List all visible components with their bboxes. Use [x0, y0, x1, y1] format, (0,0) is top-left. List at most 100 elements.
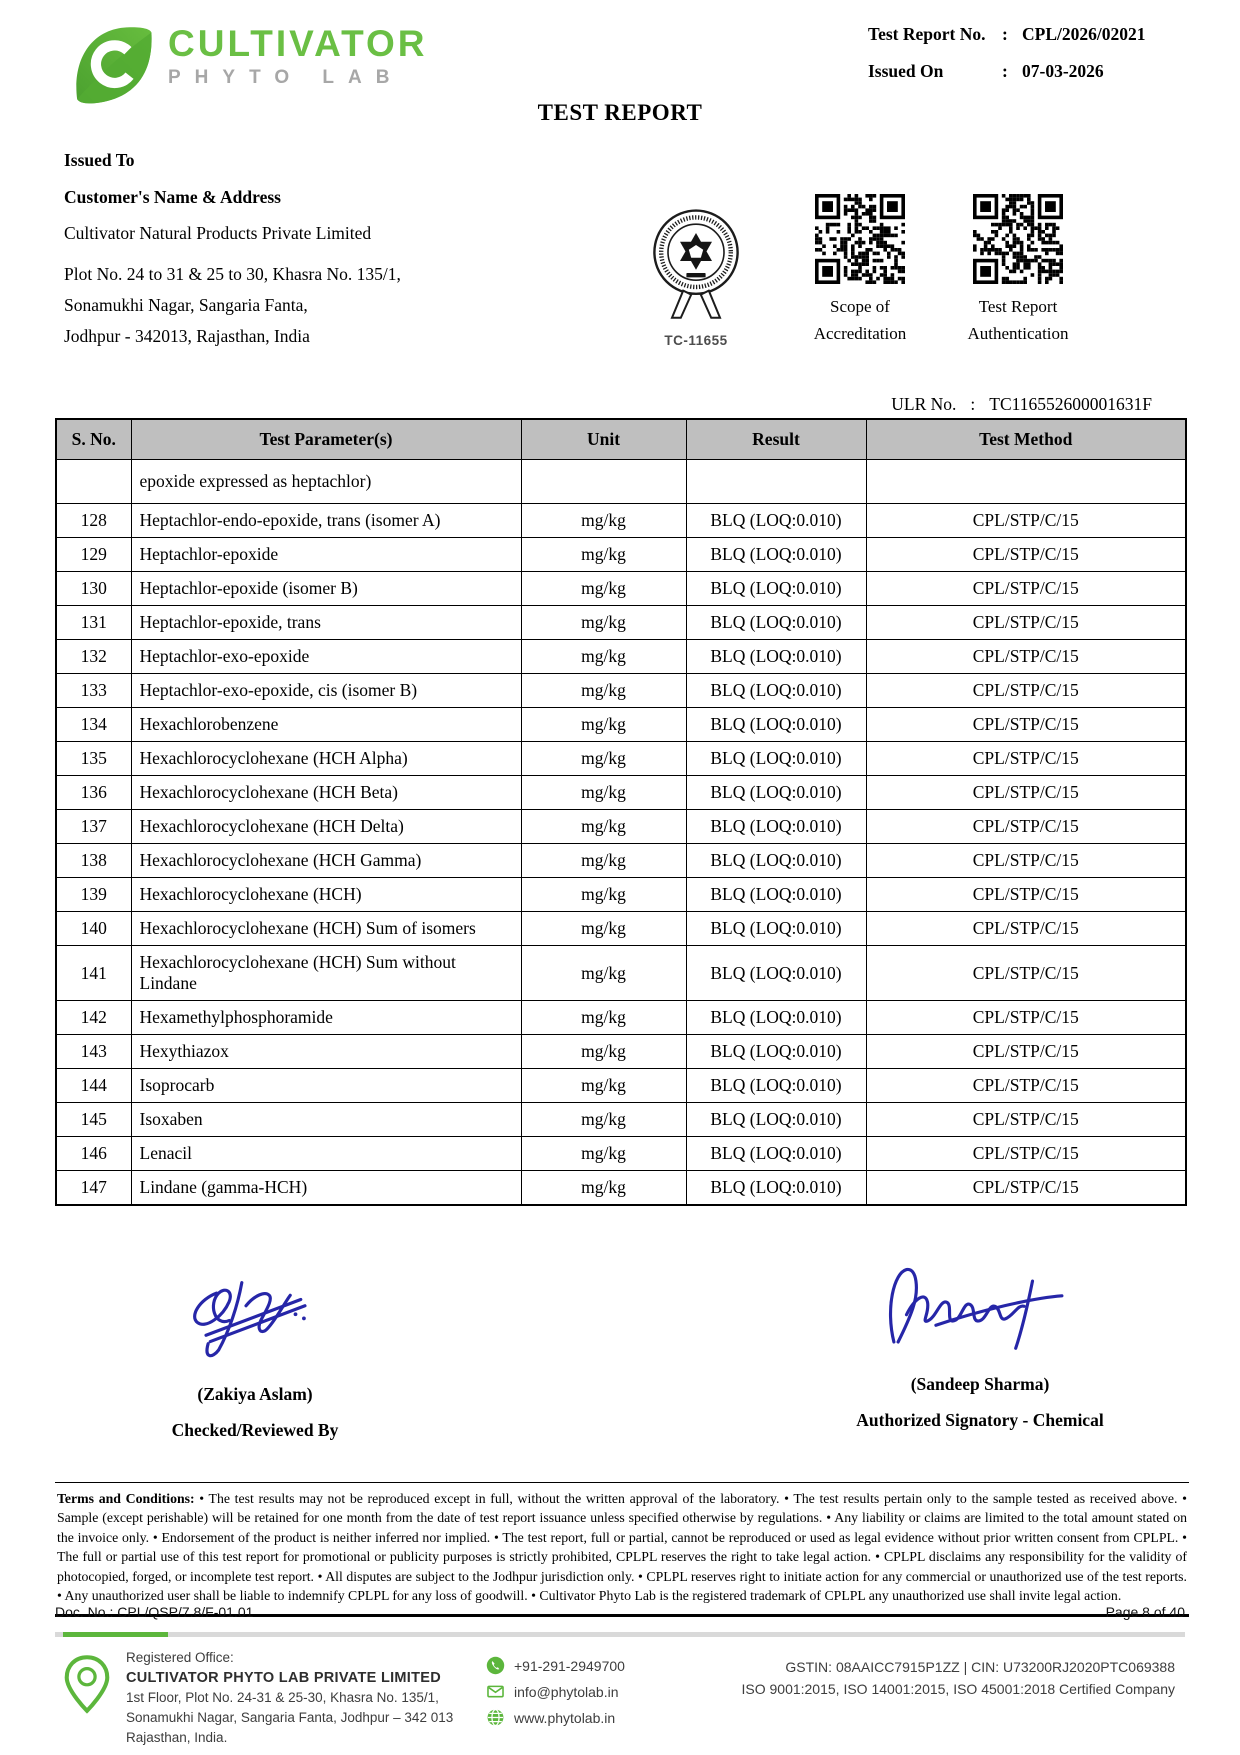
- cell-unit: mg/kg: [520, 639, 687, 674]
- table-row: epoxide expressed as heptachlor): [55, 459, 1187, 504]
- cell-sno: 146: [55, 1136, 132, 1171]
- issued-on-value: 07-03-2026: [1022, 61, 1104, 81]
- table-row: 139 Hexachlorocyclohexane (HCH) mg/kg BLQ (…: [55, 877, 1187, 912]
- cell-method: CPL/STP/C/15: [865, 775, 1187, 810]
- cell-sno: 147: [55, 1170, 132, 1206]
- cell-method: CPL/STP/C/15: [865, 877, 1187, 912]
- cell-sno: 131: [55, 605, 132, 640]
- cell-sno: 133: [55, 673, 132, 708]
- cell-sno: 135: [55, 741, 132, 776]
- footer-company-name: CULTIVATOR PHYTO LAB PRIVATE LIMITED: [126, 1670, 442, 1686]
- col-header-sno: S. No.: [55, 418, 132, 460]
- page-title: TEST REPORT: [537, 100, 703, 125]
- lab-logo: CULTIVATOR PHYTO LAB: [70, 24, 428, 106]
- cell-result: BLQ (LOQ:0.010): [685, 605, 867, 640]
- table-row: 145 Isoxaben mg/kg BLQ (LOQ:0.010) CPL/STP/C…: [55, 1102, 1187, 1137]
- qr2-label-line2: Authentication: [967, 324, 1069, 343]
- cell-param: Hexachlorocyclohexane (HCH Beta): [130, 775, 522, 810]
- report-no-row: Test Report No. : CPL/2026/02021: [868, 24, 1145, 45]
- cell-param: Isoxaben: [130, 1102, 522, 1137]
- cell-sno: 144: [55, 1068, 132, 1103]
- cell-sno: 130: [55, 571, 132, 606]
- iso-line: ISO 9001:2015, ISO 14001:2015, ISO 45001…: [741, 1681, 1175, 1697]
- cell-unit: mg/kg: [520, 1170, 687, 1206]
- cell-sno: 138: [55, 843, 132, 878]
- qr-test-report-authentication: Test Report Authentication: [938, 194, 1098, 347]
- issued-to-block: Issued To Customer's Name & Address Cult…: [64, 150, 401, 352]
- table-row: 144 Isoprocarb mg/kg BLQ (LOQ:0.010) CPL/STP…: [55, 1068, 1187, 1103]
- cell-param: Hexamethylphosphoramide: [130, 1000, 522, 1035]
- cell-param: epoxide expressed as heptachlor): [130, 459, 522, 504]
- cell-param: Heptachlor-exo-epoxide, cis (isomer B): [130, 673, 522, 708]
- cell-param: Heptachlor-exo-epoxide: [130, 639, 522, 674]
- leaf-logo-icon: [76, 27, 152, 104]
- cell-method: CPL/STP/C/15: [865, 945, 1187, 1001]
- table-row: 129 Heptachlor-epoxide mg/kg BLQ (LOQ:0.010…: [55, 537, 1187, 572]
- cell-sno: 142: [55, 1000, 132, 1035]
- ulr-label: ULR No.: [891, 394, 957, 414]
- cell-param: Heptachlor-epoxide (isomer B): [130, 571, 522, 606]
- table-header-row: S. No. Test Parameter(s) Unit Result Tes…: [55, 418, 1187, 460]
- cell-result: BLQ (LOQ:0.010): [685, 877, 867, 912]
- col-header-result: Result: [685, 418, 867, 460]
- cell-unit: mg/kg: [520, 1136, 687, 1171]
- table-row: 132 Heptachlor-exo-epoxide mg/kg BLQ (LOQ:0…: [55, 639, 1187, 674]
- table-row: 135 Hexachlorocyclohexane (HCH Alpha) mg/k…: [55, 741, 1187, 776]
- table-row: 146 Lenacil mg/kg BLQ (LOQ:0.010) CPL/STP/C/…: [55, 1136, 1187, 1171]
- cell-result: BLQ (LOQ:0.010): [685, 775, 867, 810]
- signature-sandeep: [820, 1258, 1140, 1362]
- cell-method: CPL/STP/C/15: [865, 741, 1187, 776]
- checked-by-name: (Zakiya Aslam): [197, 1384, 313, 1404]
- table-row: 141 Hexachlorocyclohexane (HCH) Sum witho…: [55, 945, 1187, 1001]
- cell-sno: 140: [55, 911, 132, 946]
- terms-text: • The test results may not be reproduced…: [57, 1491, 1187, 1604]
- report-no-label: Test Report No.: [868, 24, 986, 44]
- cell-unit: mg/kg: [520, 1102, 687, 1137]
- cell-unit: mg/kg: [520, 1068, 687, 1103]
- globe-icon: [487, 1708, 504, 1727]
- cell-unit: mg/kg: [520, 911, 687, 946]
- cell-result: BLQ (LOQ:0.010): [685, 1000, 867, 1035]
- cell-param: Hexachlorocyclohexane (HCH Gamma): [130, 843, 522, 878]
- cell-method: CPL/STP/C/15: [865, 537, 1187, 572]
- qr-code-icon: [815, 194, 905, 284]
- cell-unit: mg/kg: [520, 843, 687, 878]
- cell-method: CPL/STP/C/15: [865, 1068, 1187, 1103]
- cell-unit: mg/kg: [520, 571, 687, 606]
- document-footer-row: Doc. No.: CPL/QSP/7.8/F-01.01 Page 8 of …: [55, 1604, 1185, 1620]
- cell-unit: mg/kg: [520, 809, 687, 844]
- cell-unit: mg/kg: [520, 775, 687, 810]
- cell-sno: 137: [55, 809, 132, 844]
- table-row: 130 Heptachlor-epoxide (isomer B) mg/kg BLQ…: [55, 571, 1187, 606]
- report-meta: Test Report No. : CPL/2026/02021 Issued …: [868, 24, 1145, 98]
- seal-code: TC-11655: [664, 333, 728, 348]
- cell-result: BLQ (LOQ:0.010): [685, 503, 867, 538]
- location-pin-icon: [64, 1655, 110, 1714]
- logo-sub-text: PHYTO LAB: [168, 67, 404, 88]
- ulr-colon: :: [970, 394, 976, 414]
- customer-address-line1: Plot No. 24 to 31 & 25 to 30, Khasra No.…: [64, 264, 401, 284]
- authorized-signatory-role: Authorized Signatory - Chemical: [856, 1410, 1104, 1430]
- qr1-label-line1: Scope of: [830, 297, 890, 316]
- cell-result: [685, 459, 867, 504]
- cell-result: BLQ (LOQ:0.010): [685, 707, 867, 742]
- email-address: info@phytolab.in: [514, 1683, 619, 1700]
- nabl-seal-icon: [653, 209, 739, 319]
- col-header-parameter: Test Parameter(s): [130, 418, 522, 460]
- registered-office-block: Registered Office: CULTIVATOR PHYTO LAB …: [126, 1648, 453, 1748]
- cell-sno: 134: [55, 707, 132, 742]
- cell-unit: mg/kg: [520, 741, 687, 776]
- cell-sno: 136: [55, 775, 132, 810]
- email-row: info@phytolab.in: [486, 1682, 625, 1701]
- phone-number: +91-291-2949700: [514, 1657, 625, 1674]
- cell-sno: 143: [55, 1034, 132, 1069]
- cell-method: CPL/STP/C/15: [865, 707, 1187, 742]
- cell-result: BLQ (LOQ:0.010): [685, 809, 867, 844]
- results-table: S. No. Test Parameter(s) Unit Result Tes…: [55, 418, 1187, 1206]
- cell-unit: mg/kg: [520, 945, 687, 1001]
- cell-method: CPL/STP/C/15: [865, 571, 1187, 606]
- issued-on-row: Issued On : 07-03-2026: [868, 61, 1145, 82]
- cell-param: Hexachlorocyclohexane (HCH) Sum without …: [130, 945, 522, 1001]
- cell-unit: mg/kg: [520, 877, 687, 912]
- cell-method: CPL/STP/C/15: [865, 809, 1187, 844]
